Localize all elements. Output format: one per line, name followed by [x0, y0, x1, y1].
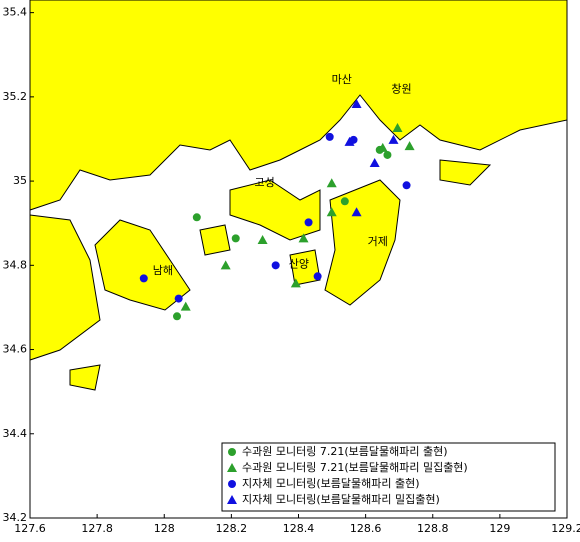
triangle-marker: [227, 495, 237, 504]
circle-marker: [231, 234, 240, 243]
triangle-marker: [257, 235, 268, 245]
place-label: 창원: [391, 83, 411, 96]
y-tick-label: 34.6: [3, 343, 28, 356]
x-tick-label: 128: [154, 522, 175, 535]
triangle-marker: [351, 207, 362, 217]
x-tick-label: 128.6: [350, 522, 382, 535]
circle-marker: [192, 213, 201, 222]
circle-marker: [173, 312, 182, 321]
y-tick-label: 34.4: [3, 427, 28, 440]
triangle-marker: [351, 99, 362, 109]
triangle-marker: [220, 260, 231, 270]
x-tick-label: 128.4: [283, 522, 315, 535]
triangle-marker: [326, 178, 337, 188]
triangle-marker: [388, 134, 399, 144]
circle-marker: [228, 480, 236, 488]
triangle-marker: [180, 301, 191, 311]
place-label: 고성: [254, 176, 274, 189]
x-tick-label: 127.8: [81, 522, 113, 535]
legend-label: 수과원 모니터링 7.21(보름달물해파리 출현): [242, 444, 447, 458]
circle-marker: [174, 294, 183, 303]
circle-marker: [228, 448, 236, 456]
triangle-marker: [392, 123, 403, 133]
x-tick-label: 128.8: [417, 522, 449, 535]
circle-marker: [340, 197, 349, 206]
circle-marker: [402, 181, 411, 190]
legend-label: 지자체 모니터링(보름달물해파리 밀집출현): [242, 492, 440, 506]
place-label: 마산: [332, 73, 352, 86]
place-label: 거제: [368, 235, 388, 248]
circle-marker: [325, 132, 334, 141]
triangle-marker: [344, 136, 355, 146]
triangle-marker: [298, 233, 309, 243]
triangle-marker: [290, 278, 301, 288]
place-label: 남해: [153, 263, 173, 277]
legend-label: 지자체 모니터링(보름달물해파리 출현): [242, 476, 420, 490]
place-label: 산양: [289, 257, 309, 270]
x-tick-label: 129.2: [551, 522, 580, 535]
circle-marker: [383, 150, 392, 159]
circle-marker: [313, 272, 322, 281]
legend: 수과원 모니터링 7.21(보름달물해파리 출현) 수과원 모니터링 7.21(보…: [221, 442, 556, 512]
triangle-marker: [369, 157, 380, 167]
x-tick-label: 128.2: [216, 522, 248, 535]
circle-marker: [271, 261, 280, 270]
legend-box: [221, 442, 556, 512]
triangle-marker: [377, 142, 388, 152]
land: [29, 0, 568, 391]
y-tick-label: 34.2: [3, 511, 28, 524]
circle-marker: [139, 274, 148, 283]
triangle-marker: [326, 207, 337, 217]
triangle-marker: [404, 141, 415, 151]
y-tick-label: 34.8: [3, 258, 28, 271]
circle-marker: [304, 218, 313, 227]
y-tick-label: 35.2: [3, 90, 28, 103]
triangle-marker: [227, 463, 237, 472]
legend-label: 수과원 모니터링 7.21(보름달물해파리 밀집출현): [242, 460, 468, 474]
y-tick-label: 35: [13, 174, 27, 187]
y-tick-label: 35.4: [3, 6, 28, 19]
x-tick-label: 127.6: [14, 522, 46, 535]
x-tick-label: 129: [489, 522, 510, 535]
